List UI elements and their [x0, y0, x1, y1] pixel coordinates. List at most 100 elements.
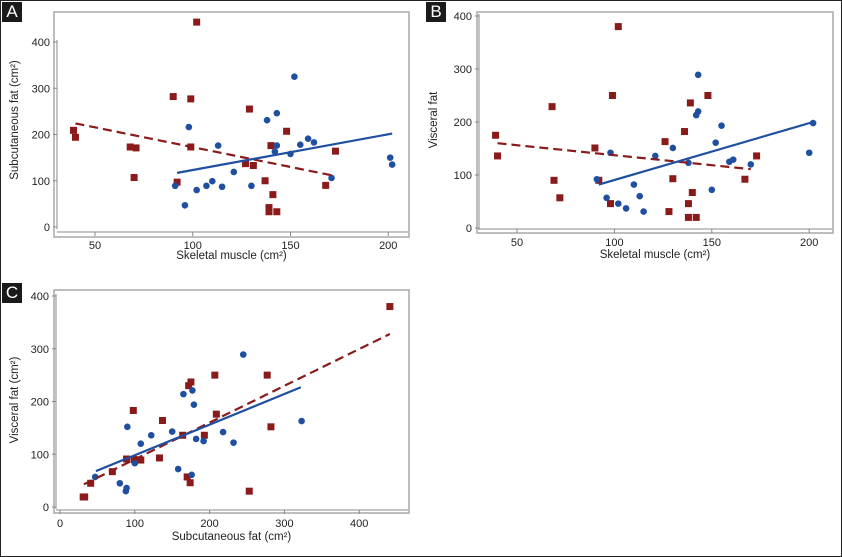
panel-a-red-square-point — [242, 160, 250, 168]
panel-c-y-tick-label: 300 — [31, 344, 49, 356]
panel-b-blue-circle-point — [708, 186, 716, 194]
panel-b-red-square-point — [556, 194, 564, 202]
panel-c-x-tick-label: 200 — [200, 518, 218, 530]
panel-b-red-square-point — [608, 92, 616, 99]
panel-a-blue-circle-point — [328, 174, 335, 182]
panel-a-red-square-point — [249, 161, 257, 169]
panel-c-red-square-point — [186, 479, 194, 487]
panel-b-y-tick-label: 100 — [454, 170, 472, 182]
panel-c-red-square-point — [155, 454, 163, 462]
panel-a-red-square-point — [331, 147, 339, 155]
panel-b-red-square-point — [548, 103, 556, 111]
panel-c-blue-circle-point — [147, 431, 155, 439]
panel-b-y-tick-label: 0 — [466, 223, 472, 235]
panel-b-red-square-point — [684, 200, 692, 208]
panel-label-b: B — [426, 2, 446, 22]
panel-c-red-square-point — [386, 303, 394, 311]
panel-a-blue-circle-point — [171, 182, 179, 190]
panel-a-blue-circle-point — [271, 148, 279, 155]
panel-c-blue-circle-point — [190, 401, 198, 408]
panel-c-red-square-point — [108, 468, 116, 476]
panel-a-red-square-point — [322, 181, 330, 189]
panel-a-red-square-point — [193, 18, 201, 26]
panel-a-x-tick-label: 150 — [281, 240, 299, 252]
panel-b-x-axis-title: Skeletal muscle (cm²) — [600, 249, 711, 261]
panel-c-x-axis-title: Subcutaneous fat (cm²) — [172, 531, 292, 543]
panel-c-blue-circle-point — [123, 484, 130, 492]
panel-a-x-tick-label: 50 — [89, 240, 101, 252]
panel-b-x-tick-label: 200 — [800, 237, 818, 249]
panel-b-blue-circle-point — [694, 108, 702, 115]
panel-a-blue-circle-point — [214, 142, 222, 149]
panel-c-blue-circle-point — [168, 428, 176, 435]
panel-c-x-tick-label: 300 — [275, 518, 293, 530]
panel-b-blue-circle-point — [718, 122, 725, 130]
panel-a-red-square-point — [169, 93, 177, 101]
panel-a-red-square-point — [130, 174, 138, 182]
panel-b-blue-circle-point — [669, 144, 677, 152]
panel-b-red-square-point — [686, 99, 694, 107]
panel-b-blue-circle-point — [593, 175, 601, 183]
panel-b-blue-circle-point — [747, 161, 755, 168]
panel-c-red-square-point — [212, 410, 220, 418]
panel-b-red-square-point — [591, 144, 599, 152]
panel-a-blue-circle-point — [193, 186, 200, 194]
panel-b-red-square-point — [753, 152, 761, 160]
panel-a-blue-circle-point — [388, 161, 396, 168]
panel-c-blue-circle-point — [298, 417, 305, 425]
panel-b-red-square-point — [607, 200, 615, 208]
panel-b-red-square-point — [741, 175, 749, 183]
panel-b-blue-circle-point — [729, 156, 737, 163]
panel-b-blue-circle-point — [652, 152, 659, 160]
panel-a-red-square-point — [245, 105, 253, 113]
panel-b-red-square-point — [684, 213, 692, 221]
panel-c-blue-solid-trendline — [95, 386, 302, 473]
panel-b-red-square-point — [614, 23, 622, 31]
panel-c-plot-frame — [53, 289, 410, 514]
panel-a-y-tick-label: 400 — [32, 37, 50, 49]
panel-b-blue-circle-point — [685, 159, 692, 167]
panel-a-red-square-point — [71, 133, 79, 141]
panel-a-blue-circle-point — [263, 116, 271, 124]
panel-c-blue-circle-point — [174, 465, 182, 473]
panel-a-blue-circle-point — [386, 154, 394, 161]
panel-c-blue-circle-point — [189, 387, 196, 394]
panel-c-red-square-point — [245, 487, 253, 495]
panel-c-blue-circle-point — [200, 437, 207, 445]
panel-b-red-square-point — [704, 92, 712, 99]
panel-c-red-square-point — [187, 378, 195, 386]
panel-b-blue-solid-trendline — [598, 120, 814, 186]
panel-b-blue-circle-point — [694, 71, 702, 79]
panel-b-blue-circle-point — [622, 205, 630, 212]
panel-a-red-square-point — [261, 177, 269, 185]
panel-b-blue-circle-point — [640, 208, 647, 215]
panel-a-red-square-point — [132, 144, 140, 152]
panel-a-red-dashed-trendline — [75, 122, 334, 177]
panel-c-red-dashed-trendline — [83, 332, 391, 486]
panel-a-x-axis-title: Skeletal muscle (cm²) — [176, 250, 287, 262]
panel-b-x-tick-label: 50 — [511, 237, 523, 249]
panel-c-blue-circle-point — [131, 459, 139, 467]
panel-c-red-square-point — [263, 371, 271, 379]
panel-b-blue-circle-point — [636, 192, 644, 200]
panel-b-red-square-point — [494, 152, 502, 160]
panel-b-red-dashed-trendline — [497, 142, 751, 171]
panel-b-red-square-point — [688, 188, 696, 196]
panel-b-red-square-point — [692, 213, 700, 221]
panel-a-y-tick-label: 100 — [32, 176, 50, 188]
panel-c-y-axis-title: Visceral fat (cm²) — [9, 356, 21, 443]
panel-a-blue-circle-point — [273, 142, 281, 149]
panel-b-red-square-point — [550, 176, 558, 184]
panel-a-red-square-point — [265, 208, 273, 216]
panel-c-red-square-point — [87, 479, 95, 487]
panel-a-plot-frame — [53, 11, 410, 238]
panel-c-red-square-point — [183, 473, 191, 481]
panel-c-x-tick-label: 400 — [350, 518, 368, 530]
panel-a-blue-circle-point — [310, 139, 318, 146]
panel-a-blue-circle-point — [209, 177, 216, 185]
panel-b-blue-circle-point — [603, 194, 610, 202]
panel-b-red-square-point — [661, 138, 669, 146]
panel-a-blue-circle-point — [181, 201, 189, 209]
panel-c-blue-circle-point — [230, 439, 237, 446]
